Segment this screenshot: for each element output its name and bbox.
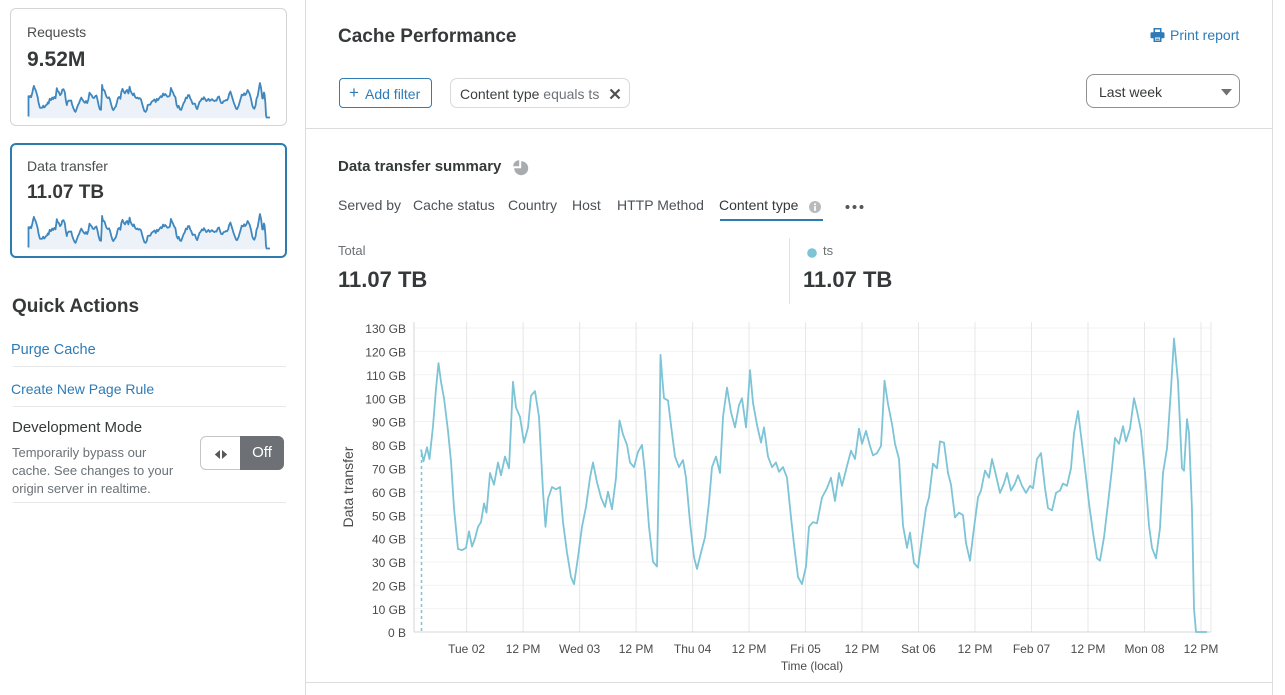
svg-text:12 PM: 12 PM <box>845 642 880 656</box>
svg-text:Thu 04: Thu 04 <box>674 642 712 656</box>
svg-text:Sat 06: Sat 06 <box>901 642 936 656</box>
svg-text:130 GB: 130 GB <box>365 322 406 336</box>
svg-text:40 GB: 40 GB <box>372 533 406 547</box>
svg-text:120 GB: 120 GB <box>365 346 406 360</box>
svg-text:100 GB: 100 GB <box>365 392 406 406</box>
svg-text:110 GB: 110 GB <box>366 369 406 383</box>
svg-text:12 PM: 12 PM <box>732 642 767 656</box>
svg-text:50 GB: 50 GB <box>372 509 406 523</box>
svg-text:10 GB: 10 GB <box>372 603 406 617</box>
svg-text:Data transfer: Data transfer <box>340 446 356 527</box>
svg-text:20 GB: 20 GB <box>372 579 406 593</box>
svg-text:0 B: 0 B <box>388 626 406 640</box>
svg-text:Fri 05: Fri 05 <box>790 642 821 656</box>
svg-text:Wed 03: Wed 03 <box>559 642 600 656</box>
svg-text:Time (local): Time (local) <box>781 659 843 673</box>
svg-text:12 PM: 12 PM <box>506 642 541 656</box>
svg-text:80 GB: 80 GB <box>372 439 406 453</box>
svg-text:90 GB: 90 GB <box>372 416 406 430</box>
svg-text:12 PM: 12 PM <box>619 642 654 656</box>
svg-text:12 PM: 12 PM <box>1184 642 1219 656</box>
svg-text:60 GB: 60 GB <box>372 486 406 500</box>
svg-text:Mon 08: Mon 08 <box>1124 642 1164 656</box>
svg-text:70 GB: 70 GB <box>372 463 406 477</box>
svg-text:Feb 07: Feb 07 <box>1013 642 1051 656</box>
svg-text:12 PM: 12 PM <box>1071 642 1106 656</box>
svg-text:30 GB: 30 GB <box>372 556 406 570</box>
svg-text:Tue 02: Tue 02 <box>448 642 485 656</box>
svg-text:12 PM: 12 PM <box>958 642 993 656</box>
